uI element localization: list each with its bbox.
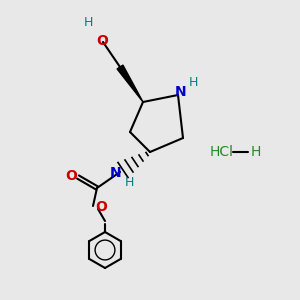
Polygon shape (117, 65, 143, 102)
Text: O: O (65, 169, 77, 183)
Text: O: O (95, 200, 107, 214)
Text: H: H (83, 16, 93, 28)
Text: N: N (175, 85, 187, 99)
Text: N: N (110, 166, 122, 180)
Text: O: O (96, 34, 108, 48)
Text: H: H (124, 176, 134, 188)
Text: H: H (251, 145, 261, 159)
Text: H: H (188, 76, 198, 89)
Text: HCl: HCl (210, 145, 234, 159)
